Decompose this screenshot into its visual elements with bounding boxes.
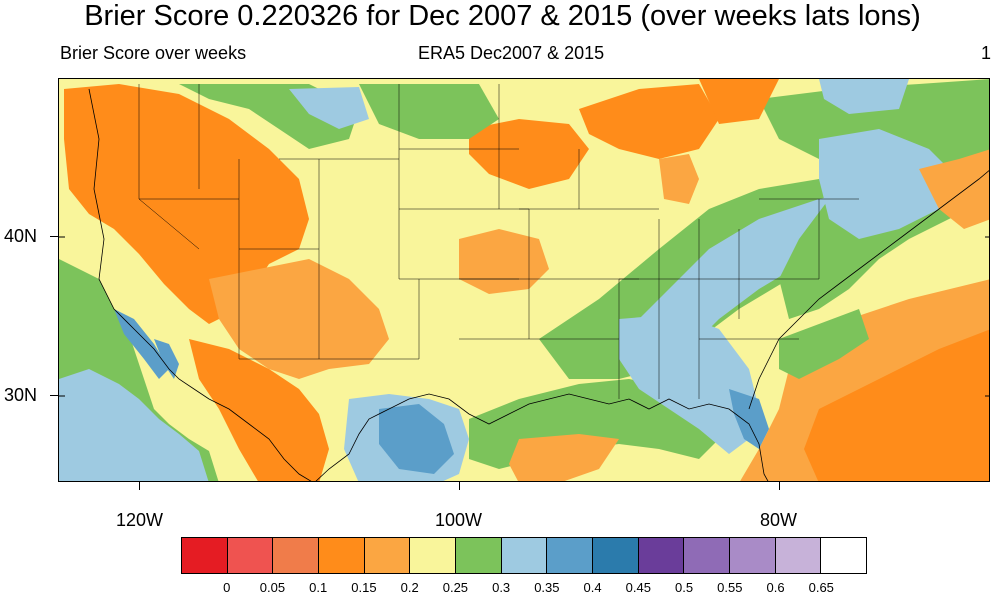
colorbar-label: 0.3 — [492, 580, 511, 595]
colorbar-label: 0.15 — [351, 580, 377, 595]
colorbar-label: 0.25 — [442, 580, 469, 595]
colorbar-swatch — [730, 538, 776, 573]
colorbar-swatch — [501, 538, 548, 573]
tick-lon-100w — [459, 482, 460, 490]
lat-label-40n: 40N — [4, 226, 38, 246]
colorbar-label: 0.65 — [808, 580, 834, 595]
coastline — [88, 88, 989, 481]
colorbar-swatch — [182, 538, 228, 573]
pacific-deep-blue — [114, 309, 169, 379]
colorbar-swatch — [638, 538, 685, 573]
colorbar-swatch — [410, 538, 457, 573]
colorbar-label: 0.35 — [534, 580, 560, 595]
pacific-blue-region — [59, 369, 209, 481]
west-light-orange — [209, 259, 389, 379]
colorbar-label: 0.1 — [309, 580, 328, 595]
northeast-blue — [819, 129, 959, 239]
lake-michigan-orange — [659, 154, 699, 204]
gulf-of-california-blue — [154, 339, 179, 379]
atlantic-deep-orange — [804, 329, 989, 481]
maine-orange — [919, 149, 989, 229]
colorbar-label: 0.45 — [625, 580, 651, 595]
colorbar-swatch — [547, 538, 594, 573]
wisconsin-orange — [579, 84, 719, 159]
plains-orange — [459, 229, 549, 294]
north-green — [359, 84, 499, 139]
lon-label-120w: 120W — [116, 510, 164, 530]
subtitle-right: 1 — [980, 43, 991, 63]
mexico-west-orange — [189, 339, 329, 481]
colorbar-label: 0 — [223, 580, 231, 595]
colorbar-swatch — [273, 538, 320, 573]
colorbar-swatch — [364, 538, 411, 573]
tick-lat-30n — [50, 395, 58, 396]
colorbar-label: 0.55 — [717, 580, 743, 595]
inner-ticks — [59, 236, 989, 397]
canada-orange — [699, 79, 779, 124]
map-panel — [58, 78, 990, 482]
colorbar-label: 0.05 — [259, 580, 286, 595]
canada-lightblue — [819, 79, 909, 114]
colorbar-swatch — [319, 538, 365, 573]
lon-label-100w: 100W — [435, 510, 483, 530]
colorbar-swatch — [821, 538, 867, 573]
plot-title: Brier Score 0.220326 for Dec 2007 & 2015… — [84, 0, 921, 32]
florida-deep-blue — [729, 389, 769, 449]
gulf-east-orange — [509, 434, 619, 481]
subtitle-center: ERA5 Dec2007 & 2015 — [418, 43, 605, 63]
atlantic-green — [779, 309, 869, 379]
gulf-mexico-deep — [379, 404, 454, 474]
lon-label-80w: 80W — [760, 510, 798, 530]
colorbar — [181, 537, 867, 574]
colorbar-label: 0.4 — [583, 580, 602, 595]
west-orange-region — [64, 84, 309, 324]
tick-lon-120w — [139, 482, 140, 490]
northwest-blue — [289, 87, 369, 129]
colorbar-swatch — [227, 538, 274, 573]
lat-label-30n: 30N — [4, 385, 38, 405]
map-canvas — [59, 79, 989, 481]
colorbar-swatch — [456, 538, 502, 573]
colorbar-swatch — [593, 538, 639, 573]
colorbar-label: 0.6 — [766, 580, 785, 595]
state-borders — [138, 84, 859, 399]
tick-lat-40n — [50, 236, 58, 237]
colorbar-swatch — [775, 538, 822, 573]
colorbar-swatch — [684, 538, 731, 573]
subtitle-left: Brier Score over weeks — [60, 43, 247, 63]
southeast-blue — [619, 314, 759, 454]
colorbar-label: 0.5 — [675, 580, 694, 595]
tick-lon-80w — [779, 482, 780, 490]
colorbar-label: 0.2 — [400, 580, 419, 595]
